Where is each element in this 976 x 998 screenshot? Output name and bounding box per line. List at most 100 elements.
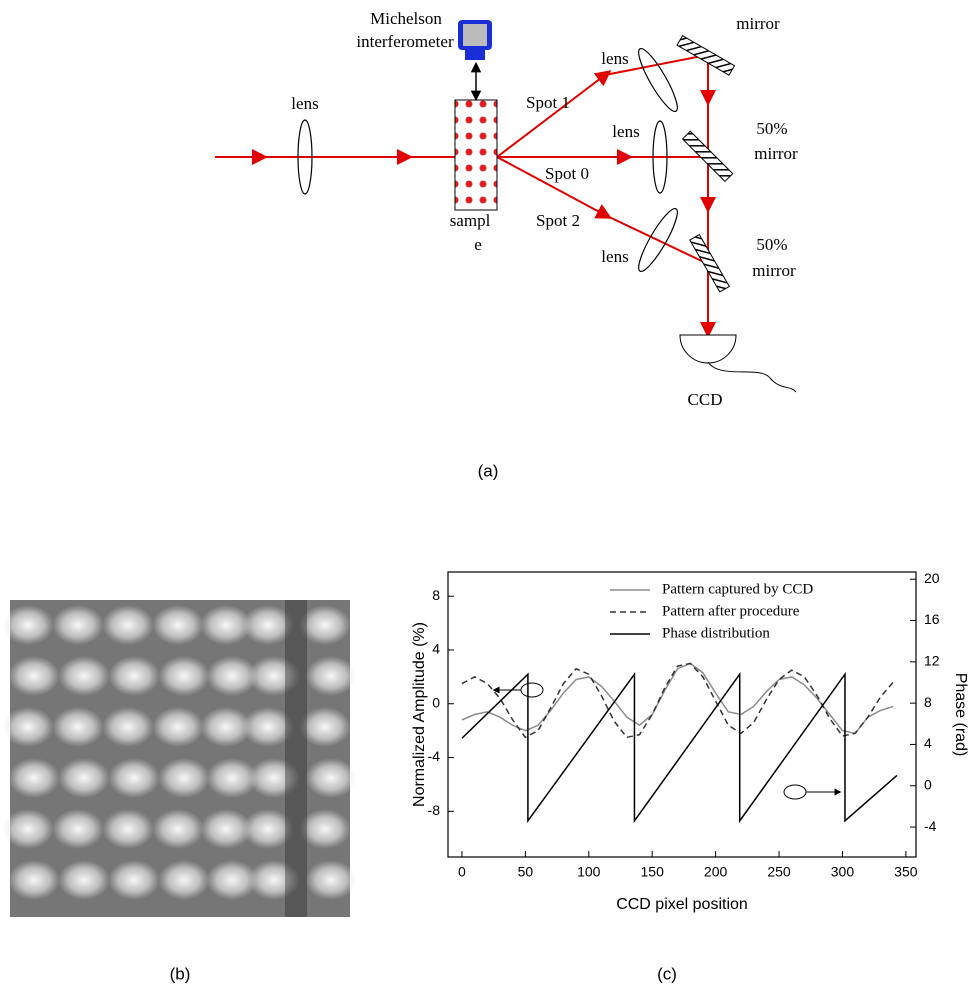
fringe-spot xyxy=(52,605,104,645)
fringe-spot xyxy=(206,656,258,696)
x-tick-label: 50 xyxy=(518,864,534,880)
fringe-spot xyxy=(242,809,294,849)
fringe-spot xyxy=(58,860,110,900)
label: lens xyxy=(291,94,318,113)
fringe-spot xyxy=(200,605,252,645)
fringe-spot xyxy=(108,656,160,696)
interferometer-icon xyxy=(458,20,492,60)
y2-tick-label: 4 xyxy=(924,735,932,751)
caption: (c) xyxy=(657,964,677,983)
label: Michelson xyxy=(370,9,442,28)
fringe-spot xyxy=(200,707,252,747)
fringe-spot xyxy=(299,605,351,645)
label: sampl xyxy=(450,211,491,230)
lenses xyxy=(297,47,678,273)
y-tick-label: -4 xyxy=(428,748,441,764)
fringe-spot xyxy=(242,707,294,747)
axis-indicator xyxy=(520,682,544,698)
label: Spot 2 xyxy=(536,211,580,230)
fringe-spot xyxy=(8,656,60,696)
fringe-spot xyxy=(102,605,154,645)
fringe-image xyxy=(2,600,357,917)
caption: (b) xyxy=(170,964,191,983)
fringe-spot xyxy=(248,860,300,900)
fringe-spot xyxy=(152,605,204,645)
fringe-spot xyxy=(102,707,154,747)
axis-indicator xyxy=(783,784,807,800)
fringe-spot xyxy=(299,809,351,849)
y2-tick-label: 20 xyxy=(924,570,940,586)
fringe-spot xyxy=(152,707,204,747)
fringe-spot xyxy=(200,809,252,849)
legend-label: Phase distribution xyxy=(662,625,770,641)
y2-tick-label: 0 xyxy=(924,776,932,792)
label: Spot 1 xyxy=(526,93,570,112)
fringe-spot xyxy=(8,860,60,900)
y2-axis-label: Phase (rad) xyxy=(952,673,969,757)
x-tick-label: 150 xyxy=(641,864,665,880)
y-tick-label: 8 xyxy=(432,587,440,603)
setup-diagram: Michelson interferometer lens lens lens … xyxy=(215,9,798,480)
beams xyxy=(215,55,716,338)
fringe-spot xyxy=(58,656,110,696)
x-tick-label: 100 xyxy=(577,864,601,880)
fringe-spot xyxy=(158,656,210,696)
fringe-spot xyxy=(108,758,160,798)
label: interferometer xyxy=(356,32,454,51)
x-tick-label: 350 xyxy=(894,864,918,880)
fringe-spot xyxy=(8,758,60,798)
series-line xyxy=(461,671,898,824)
fringe-spot xyxy=(108,860,160,900)
sample xyxy=(454,99,498,211)
fringe-spot xyxy=(248,758,300,798)
fringe-spot xyxy=(58,758,110,798)
fringe-spot xyxy=(102,809,154,849)
mirrors xyxy=(676,34,736,293)
legend-label: Pattern captured by CCD xyxy=(662,581,813,597)
fringe-spot xyxy=(158,860,210,900)
label: 50% xyxy=(756,235,787,254)
fringe-spot xyxy=(2,605,54,645)
fringe-spot xyxy=(305,656,357,696)
y-tick-label: 0 xyxy=(432,694,440,710)
label: lens xyxy=(612,122,639,141)
label: Spot 0 xyxy=(545,164,589,183)
y-tick-label: -8 xyxy=(428,802,441,818)
x-tick-label: 0 xyxy=(458,864,466,880)
y2-tick-label: 16 xyxy=(924,611,940,627)
fringe-spot xyxy=(158,758,210,798)
x-tick-label: 250 xyxy=(767,864,791,880)
fringe-spot xyxy=(248,656,300,696)
series-line xyxy=(461,662,894,739)
fringe-spot xyxy=(152,809,204,849)
label: CCD xyxy=(688,390,723,409)
x-tick-label: 200 xyxy=(704,864,728,880)
label: 50% xyxy=(756,119,787,138)
plot-frame xyxy=(447,571,917,858)
ccd xyxy=(679,334,797,393)
x-axis-label: CCD pixel position xyxy=(616,896,748,913)
caption: (a) xyxy=(478,461,499,480)
fringe-spot xyxy=(305,860,357,900)
y2-tick-label: 12 xyxy=(924,653,940,669)
fringe-spot xyxy=(206,758,258,798)
label: mirror xyxy=(752,261,796,280)
x-tick-label: 300 xyxy=(831,864,855,880)
fringe-spot xyxy=(52,707,104,747)
legend-label: Pattern after procedure xyxy=(662,603,800,619)
label: lens xyxy=(601,49,628,68)
fringe-spot xyxy=(242,605,294,645)
label: mirror xyxy=(754,144,798,163)
y-tick-label: 4 xyxy=(432,641,440,657)
label: e xyxy=(474,235,482,254)
y2-tick-label: 8 xyxy=(924,694,932,710)
label: lens xyxy=(601,247,628,266)
fringe-spot xyxy=(52,809,104,849)
fringe-spot xyxy=(299,707,351,747)
fringe-spot xyxy=(206,860,258,900)
y2-tick-label: -4 xyxy=(924,818,937,834)
label: mirror xyxy=(736,14,780,33)
chart: 0 50 100 150 200 250 300 350 -8 -4 0 4 8 -4 0 4 8 12 16 20 C… xyxy=(411,570,969,984)
